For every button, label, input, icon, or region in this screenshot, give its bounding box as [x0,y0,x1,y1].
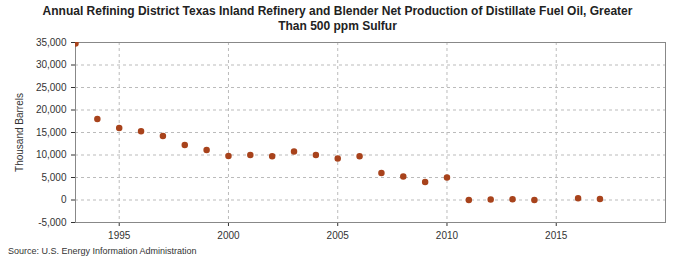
svg-text:2005: 2005 [327,230,350,241]
svg-text:-5,000: -5,000 [38,217,67,228]
svg-text:Thousand Barrels: Thousand Barrels [14,93,25,172]
html-text:Source: U.S. Energy Informatio: Source: U.S. Energy Information Administ… [8,246,197,256]
svg-text:25,000: 25,000 [36,82,67,93]
svg-text:35,000: 35,000 [36,37,67,48]
svg-text:20,000: 20,000 [36,104,67,115]
html-text:Annual Refining District Texas: Annual Refining District Texas Inland Re… [42,4,633,33]
svg-text:5,000: 5,000 [41,172,66,183]
svg-text:2015: 2015 [545,230,568,241]
svg-text:30,000: 30,000 [36,59,67,70]
svg-text:10,000: 10,000 [36,149,67,160]
svg-text:2000: 2000 [217,230,240,241]
svg-text:2010: 2010 [436,230,459,241]
svg-text:0: 0 [61,194,67,205]
svg-text:15,000: 15,000 [36,127,67,138]
svg-text:1995: 1995 [108,230,131,241]
